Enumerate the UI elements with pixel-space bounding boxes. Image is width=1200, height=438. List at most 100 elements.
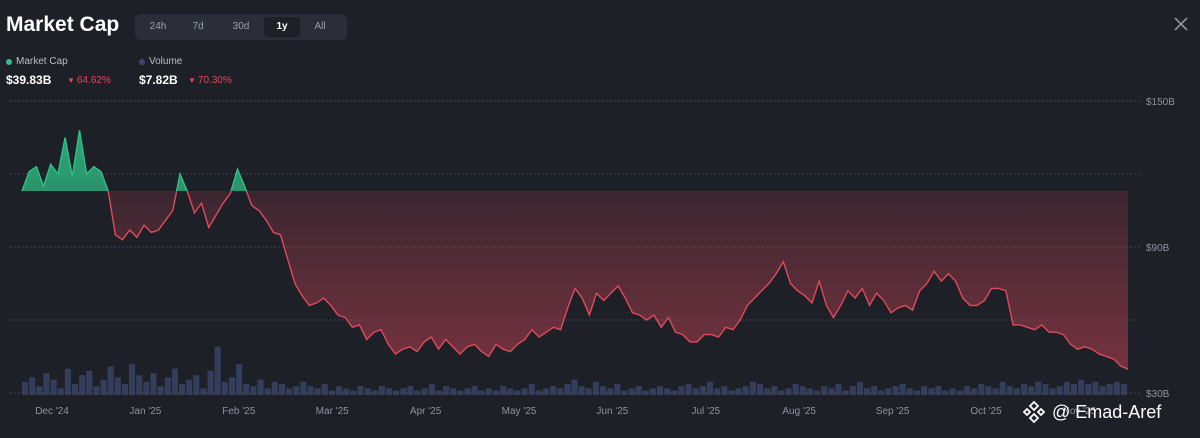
- volume-bar: [664, 388, 671, 395]
- volume-bar: [157, 386, 164, 395]
- volume-bar: [571, 379, 578, 395]
- volume-bar: [1092, 381, 1099, 395]
- volume-bar: [614, 384, 621, 395]
- legend-volume: Volume: [139, 56, 182, 67]
- volume-bar: [607, 388, 614, 395]
- volume-bar: [136, 375, 143, 395]
- volume-bar: [992, 388, 999, 395]
- volume-bar: [1006, 386, 1013, 395]
- volume-bar: [328, 390, 335, 395]
- close-icon[interactable]: [1172, 15, 1190, 33]
- volume-bar: [863, 388, 871, 395]
- x-tick-label: Sep '25: [876, 406, 910, 417]
- volume-bar: [300, 381, 307, 395]
- volume-bar: [307, 386, 314, 395]
- x-tick-label: Dec '24: [35, 406, 69, 417]
- volume-bar: [421, 388, 428, 395]
- tab-30d[interactable]: 30d: [232, 21, 250, 32]
- volume-bar: [942, 390, 949, 395]
- tab-1y[interactable]: 1y: [264, 17, 300, 37]
- volume-bar: [599, 386, 607, 395]
- volume-bar: [1078, 379, 1085, 395]
- x-tick-label: Jun '25: [596, 406, 628, 417]
- volume-bar: [129, 364, 136, 395]
- x-tick-label: Nov '25: [1063, 406, 1097, 417]
- volume-bar: [592, 381, 599, 395]
- volume-bar: [856, 381, 863, 395]
- volume-bar: [50, 379, 57, 395]
- volume-bar: [371, 390, 378, 395]
- volume-bar: [906, 388, 913, 395]
- y-tick-label: $90B: [1146, 243, 1170, 254]
- volume-bar: [500, 386, 507, 395]
- x-tick-label: Feb '25: [222, 406, 255, 417]
- volume-bar: [435, 390, 442, 395]
- volume-bar: [649, 388, 657, 395]
- volume-bar: [1035, 381, 1042, 395]
- volume-bar: [621, 390, 628, 395]
- volume-bar: [828, 388, 835, 395]
- volume-bar: [321, 384, 328, 395]
- x-tick-label: Mar '25: [316, 406, 349, 417]
- x-tick-label: May '25: [502, 406, 537, 417]
- volume-bar: [214, 346, 221, 395]
- volume-bar: [350, 390, 357, 395]
- volume-bar: [1013, 388, 1020, 395]
- volume-bar: [635, 386, 642, 395]
- volume-bar: [956, 390, 963, 395]
- volume-bar: [871, 386, 878, 395]
- volume-bar: [164, 377, 171, 395]
- volume-bar: [79, 375, 86, 395]
- volume-bar: [1020, 384, 1028, 395]
- volume-bar: [885, 388, 892, 395]
- volume-bar: [764, 388, 771, 395]
- volume-bar: [507, 388, 514, 395]
- volume-bar: [186, 379, 193, 395]
- volume-bar: [243, 384, 250, 395]
- volume-bar: [963, 386, 971, 395]
- page-title: Market Cap: [6, 13, 120, 36]
- volume-bar: [678, 386, 685, 395]
- volume-bar: [585, 388, 592, 395]
- volume-bar: [150, 373, 157, 395]
- volume-bar: [314, 388, 321, 395]
- market-cap-dot-icon: [6, 58, 12, 65]
- volume-bar: [799, 386, 806, 395]
- volume-bar: [728, 390, 735, 395]
- tab-7d[interactable]: 7d: [192, 21, 204, 32]
- volume-bar: [878, 390, 885, 395]
- volume-bar: [1070, 384, 1078, 395]
- y-tick-label: $150B: [1146, 97, 1175, 108]
- volume-bar: [899, 384, 906, 395]
- volume-bar: [849, 386, 856, 395]
- volume-bar: [71, 384, 79, 395]
- market-cap-line-below: [22, 191, 1129, 370]
- volume-bar: [178, 384, 186, 395]
- volume-bar: [892, 386, 899, 395]
- volume-bar: [286, 388, 293, 395]
- y-tick-label: $30B: [1146, 389, 1170, 400]
- volume-bar: [535, 390, 542, 395]
- down-arrow-icon: ▼: [188, 76, 196, 85]
- volume-bar: [64, 368, 71, 395]
- volume-bar: [22, 381, 29, 395]
- tab-all[interactable]: All: [314, 21, 326, 32]
- volume-bar: [271, 381, 278, 395]
- volume-bar: [464, 388, 471, 395]
- volume-bar: [1099, 386, 1106, 395]
- down-arrow-icon: ▼: [67, 76, 75, 85]
- volume-bar: [721, 386, 728, 395]
- volume-bar: [343, 388, 350, 395]
- volume-bar: [785, 388, 792, 395]
- volume-bar: [114, 377, 121, 395]
- volume-bar: [400, 388, 407, 395]
- volume-bar: [471, 386, 478, 395]
- legend-volume-label: Volume: [149, 56, 183, 67]
- x-tick-label: Oct '25: [970, 406, 1002, 417]
- tab-24h[interactable]: 24h: [149, 21, 167, 32]
- volume-bar: [442, 386, 450, 395]
- volume-bar: [671, 390, 678, 395]
- volume-bar: [335, 386, 343, 395]
- legend-market-cap-label: Market Cap: [16, 56, 68, 67]
- time-range-tabs: 24h 7d 30d 1y All: [135, 14, 347, 40]
